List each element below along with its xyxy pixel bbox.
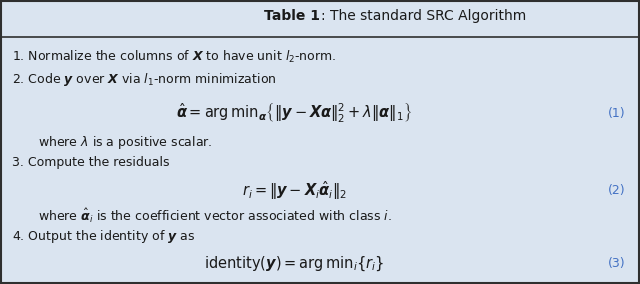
Text: Table 1: Table 1 bbox=[264, 9, 320, 23]
Text: (2): (2) bbox=[608, 184, 626, 197]
Text: : The standard SRC Algorithm: : The standard SRC Algorithm bbox=[321, 9, 526, 23]
Text: (1): (1) bbox=[608, 107, 626, 120]
Text: where $\hat{\boldsymbol{\alpha}}_i$ is the coefficient vector associated with cl: where $\hat{\boldsymbol{\alpha}}_i$ is t… bbox=[38, 207, 392, 225]
Text: where $\lambda$ is a positive scalar.: where $\lambda$ is a positive scalar. bbox=[38, 134, 213, 151]
Text: 2. Code $\boldsymbol{y}$ over $\boldsymbol{X}$ via $l_1$-norm minimization: 2. Code $\boldsymbol{y}$ over $\boldsymb… bbox=[12, 71, 276, 88]
Text: $r_i = \|\boldsymbol{y} - \boldsymbol{X}_i\hat{\boldsymbol{\alpha}}_i\|_2$: $r_i = \|\boldsymbol{y} - \boldsymbol{X}… bbox=[242, 179, 347, 202]
Text: (3): (3) bbox=[608, 257, 626, 270]
Text: 3. Compute the residuals: 3. Compute the residuals bbox=[12, 156, 169, 169]
Text: $\hat{\boldsymbol{\alpha}} = \mathrm{arg\,min}_{\boldsymbol{\alpha}} \left\{\|\b: $\hat{\boldsymbol{\alpha}} = \mathrm{arg… bbox=[177, 102, 412, 125]
Text: $\mathrm{identity}(\boldsymbol{y}) = \mathrm{arg\,min}_i \left\{r_i\right\}$: $\mathrm{identity}(\boldsymbol{y}) = \ma… bbox=[204, 254, 385, 273]
Text: 1. Normalize the columns of $\boldsymbol{X}$ to have unit $l_2$-norm.: 1. Normalize the columns of $\boldsymbol… bbox=[12, 49, 336, 65]
Text: 4. Output the identity of $\boldsymbol{y}$ as: 4. Output the identity of $\boldsymbol{y… bbox=[12, 228, 195, 245]
